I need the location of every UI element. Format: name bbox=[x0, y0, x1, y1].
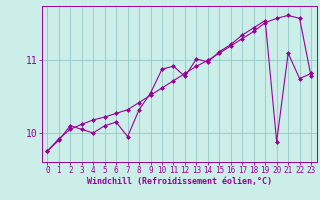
X-axis label: Windchill (Refroidissement éolien,°C): Windchill (Refroidissement éolien,°C) bbox=[87, 177, 272, 186]
